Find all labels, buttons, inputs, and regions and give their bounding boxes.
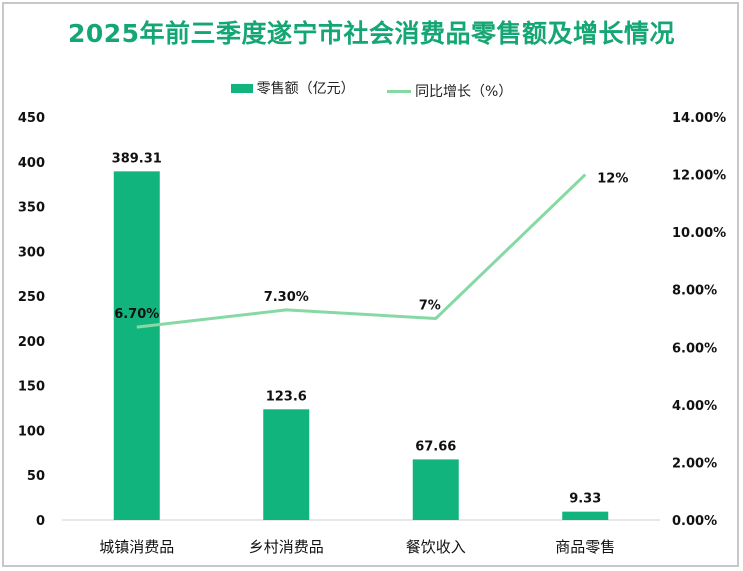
line-value-label: 6.70% xyxy=(114,307,159,322)
line-value-label: 12% xyxy=(597,172,628,187)
line-value-label: 7% xyxy=(419,299,441,314)
left-axis-tick: 100 xyxy=(18,424,45,439)
x-axis-category-label: 餐饮收入 xyxy=(406,538,466,556)
left-axis-tick: 0 xyxy=(36,514,45,529)
left-axis-tick: 150 xyxy=(18,380,45,395)
line-swatch-icon xyxy=(387,89,412,93)
right-axis-tick: 2.00% xyxy=(672,456,717,471)
right-axis: 0.00% 2.00% 4.00% 6.00% 8.00% 10.00% 12.00% 14.… xyxy=(672,111,726,529)
bar[interactable] xyxy=(113,171,160,521)
bar[interactable] xyxy=(562,511,609,520)
right-axis-tick: 10.00% xyxy=(672,226,726,241)
left-axis-tick: 350 xyxy=(18,201,45,216)
bar-value-label: 389.31 xyxy=(112,151,162,166)
right-axis-tick: 14.00% xyxy=(672,111,726,126)
growth-line[interactable] xyxy=(136,173,587,329)
left-axis-tick: 250 xyxy=(18,290,45,305)
left-axis-tick: 50 xyxy=(27,469,45,484)
left-axis-tick: 200 xyxy=(18,335,45,350)
chart-title: 2025年前三季度遂宁市社会消费品零售额及增长情况 xyxy=(67,19,676,48)
bar-swatch-icon xyxy=(230,83,253,93)
right-axis-tick: 12.00% xyxy=(672,169,726,184)
legend-bar-label: 零售额（亿元） xyxy=(256,81,355,97)
bar[interactable] xyxy=(412,459,459,520)
line-value-label: 7.30% xyxy=(264,290,309,305)
right-axis-tick: 8.00% xyxy=(672,284,717,299)
left-axis-tick: 300 xyxy=(18,245,45,260)
left-axis-tick: 400 xyxy=(18,156,45,171)
legend-line-label: 同比增长（%） xyxy=(415,84,513,100)
bar-series: 389.31 123.6 67.66 9.33 xyxy=(112,151,609,521)
bar-value-label: 9.33 xyxy=(569,492,601,507)
x-axis-category-label: 乡村消费品 xyxy=(249,538,324,556)
legend-item-line[interactable]: 同比增长（%） xyxy=(387,81,512,101)
line-series: 6.70% 7.30% 7% 12% xyxy=(114,172,628,329)
left-axis: 0 50 100 150 200 250 300 350 400 450 xyxy=(18,111,45,529)
legend: 零售额（亿元） 同比增长（%） xyxy=(0,78,743,101)
right-axis-tick: 6.00% xyxy=(672,341,717,356)
legend-item-bar[interactable]: 零售额（亿元） xyxy=(230,78,355,98)
bar-value-label: 67.66 xyxy=(415,439,456,454)
left-axis-tick: 450 xyxy=(18,111,45,126)
right-axis-tick: 4.00% xyxy=(672,399,717,414)
x-axis-category-label: 城镇消费品 xyxy=(99,538,174,556)
x-axis-category-label: 商品零售 xyxy=(555,538,615,556)
x-axis-labels: 城镇消费品 乡村消费品 餐饮收入 商品零售 xyxy=(99,538,615,556)
bar[interactable] xyxy=(263,409,310,520)
bar-value-label: 123.6 xyxy=(266,389,307,404)
right-axis-tick: 0.00% xyxy=(672,514,717,529)
